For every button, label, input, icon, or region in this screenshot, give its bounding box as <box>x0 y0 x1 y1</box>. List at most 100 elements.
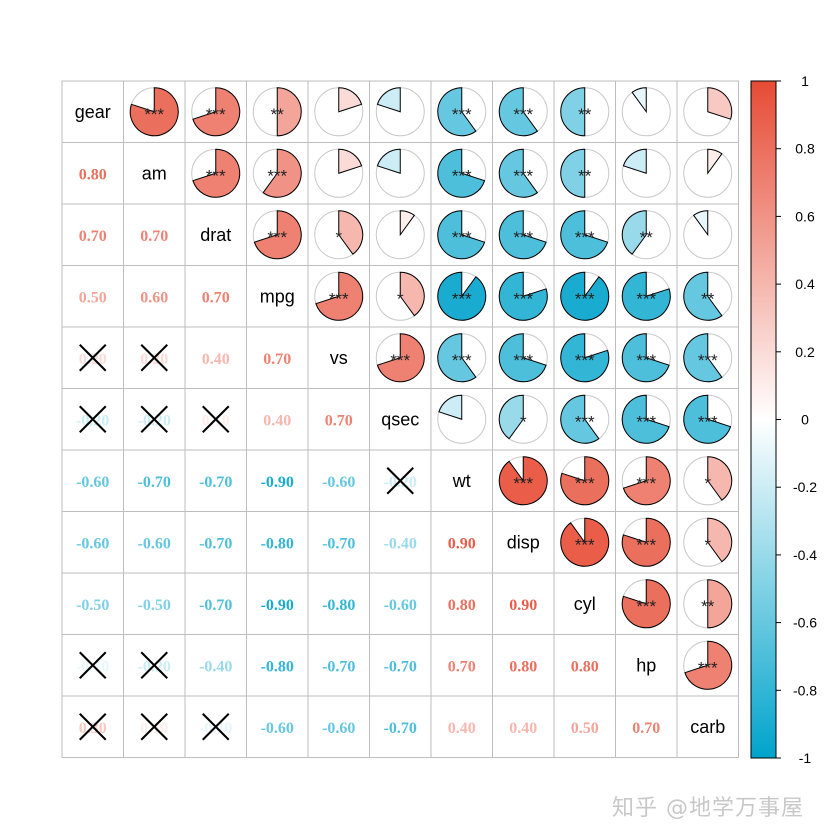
pie-cell: *** <box>430 203 493 266</box>
pie-wedge <box>707 517 733 563</box>
pie-wedge <box>707 148 723 175</box>
pie-wedge <box>560 87 586 137</box>
pie-cell <box>369 142 432 205</box>
significance-stars: *** <box>390 351 410 370</box>
variable-label: qsec <box>381 409 419 429</box>
value-cell: -0.70 <box>307 511 370 574</box>
significance-stars: *** <box>267 228 287 247</box>
pie-wedge <box>621 517 671 567</box>
pie-wedge <box>438 394 463 420</box>
pie-cell <box>369 203 432 266</box>
variable-label: hp <box>636 655 656 675</box>
pie-cell: *** <box>430 80 493 143</box>
value-cell: 0.60 <box>123 265 186 328</box>
correlation-value: -0.40 <box>199 658 232 675</box>
pie-cell: *** <box>492 265 555 328</box>
correlation-value: 0.40 <box>509 720 537 737</box>
value-cell: 0.70 <box>61 203 124 266</box>
pie-wedge <box>560 210 609 260</box>
significance-stars: *** <box>636 597 656 616</box>
value-cell: 0.70 <box>246 326 309 389</box>
significance-stars: *** <box>575 474 595 493</box>
significance-stars: *** <box>452 228 472 247</box>
cross-mark-icon <box>140 344 168 372</box>
value-cell: -0.70 <box>369 695 432 758</box>
correlation-value: 0.50 <box>79 289 107 306</box>
pie-wedge <box>498 87 539 137</box>
pie-cell: *** <box>615 388 678 451</box>
correlation-value: 0.80 <box>79 166 107 183</box>
pie-wedge <box>276 87 302 137</box>
correlation-value: 0.90 <box>448 535 476 552</box>
correlation-value: -0.50 <box>76 597 109 614</box>
pie-wedge <box>315 271 364 321</box>
pie-cell <box>676 142 739 205</box>
significance-stars: ** <box>701 597 715 616</box>
correlation-value: -0.70 <box>138 474 171 491</box>
correlation-value: -0.60 <box>261 720 294 737</box>
pie-cell <box>430 388 493 451</box>
pie-wedge <box>631 87 647 114</box>
value-cell: -0.20 <box>123 634 186 697</box>
correlation-value: 0.70 <box>140 228 168 245</box>
pie-cell: *** <box>123 80 186 143</box>
value-cell: -0.60 <box>307 449 370 512</box>
diag-label-cell: wt <box>430 449 493 512</box>
significance-stars: * <box>704 535 711 554</box>
value-cell: 0.90 <box>430 511 493 574</box>
pie-wedge <box>262 148 302 198</box>
correlation-value: 0.70 <box>263 351 291 368</box>
pie-cell: *** <box>492 80 555 143</box>
pie-cell: *** <box>492 142 555 205</box>
colorbar-tick-label: -0.4 <box>793 547 817 563</box>
value-cell: -0.20 <box>369 449 432 512</box>
pie-wedge <box>621 579 671 629</box>
value-cell: -0.70 <box>369 634 432 697</box>
pie-cell <box>615 142 678 205</box>
pie-cell: *** <box>553 203 616 266</box>
pie-cell: *** <box>246 203 309 266</box>
value-cell: 0.70 <box>430 634 493 697</box>
pie-cell: *** <box>430 326 493 389</box>
value-cell: -0.50 <box>61 572 124 635</box>
pie-wedge <box>560 333 610 383</box>
correlation-value: 0.70 <box>325 412 353 429</box>
value-cell: 0.40 <box>246 388 309 451</box>
diag-label-cell: am <box>123 142 186 205</box>
correlation-value: -0.20 <box>76 412 109 429</box>
diag-label-cell: drat <box>184 203 247 266</box>
pie-cell: *** <box>492 203 555 266</box>
pie-cell: * <box>307 203 370 266</box>
value-cell: -0.60 <box>246 695 309 758</box>
significance-stars: ** <box>701 289 715 308</box>
variable-label: drat <box>200 225 231 245</box>
variable-label: disp <box>507 532 540 552</box>
value-cell: 0.50 <box>61 265 124 328</box>
value-cell: -0.80 <box>246 634 309 697</box>
significance-stars: *** <box>513 166 533 185</box>
correlation-value: 0.80 <box>509 658 537 675</box>
significance-stars: *** <box>575 289 595 308</box>
pie-cell: *** <box>492 326 555 389</box>
diag-label-cell: qsec <box>369 388 432 451</box>
pie-wedge <box>621 210 647 255</box>
significance-stars: *** <box>575 351 595 370</box>
significance-stars: *** <box>144 105 164 124</box>
significance-stars: ** <box>271 105 285 124</box>
variable-label: vs <box>330 348 348 368</box>
correlation-value: -0.60 <box>384 597 417 614</box>
correlation-value: 0.80 <box>448 597 476 614</box>
pie-wedge <box>560 517 610 567</box>
pie-wedge <box>683 333 723 383</box>
value-cell: 0.80 <box>492 634 555 697</box>
diag-label-cell: cyl <box>553 572 616 635</box>
correlation-value: 0.10 <box>140 720 168 737</box>
pie-cell: * <box>676 511 739 574</box>
correlation-value: -0.70 <box>322 535 355 552</box>
significance-stars: *** <box>698 658 718 677</box>
significance-stars: *** <box>636 474 656 493</box>
pie-cell: ** <box>615 203 678 266</box>
pie-wedge <box>129 87 179 137</box>
value-cell: 0.40 <box>430 695 493 758</box>
pie-wedge <box>376 87 401 113</box>
